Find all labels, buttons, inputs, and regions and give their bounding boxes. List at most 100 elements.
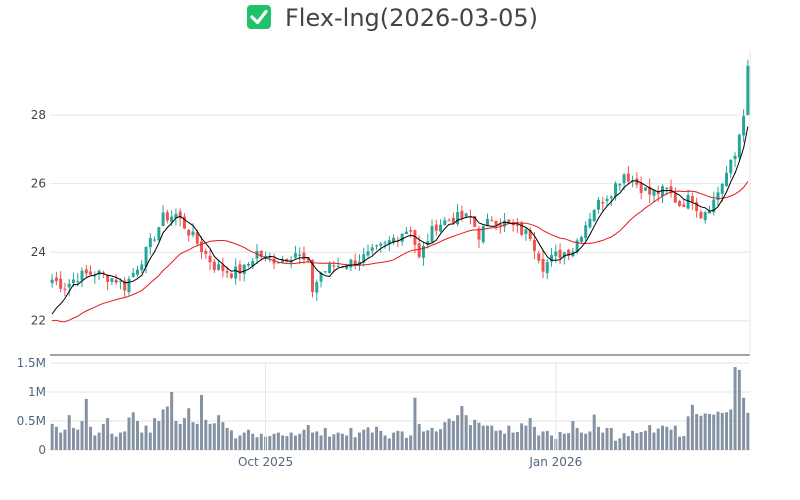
- volume-bar: [737, 369, 741, 450]
- volume-bar: [76, 429, 80, 450]
- volume-bar: [699, 415, 703, 450]
- candle-body: [690, 196, 694, 203]
- candle-body: [652, 190, 656, 196]
- candle: [217, 259, 221, 271]
- candle: [725, 165, 729, 187]
- candle-body: [494, 220, 498, 226]
- candle: [383, 240, 387, 249]
- volume-bar: [571, 421, 575, 450]
- candle-body: [703, 212, 707, 221]
- candle-body: [212, 261, 216, 271]
- candle-body: [63, 288, 67, 290]
- candle: [682, 198, 686, 208]
- volume-bar: [225, 427, 229, 450]
- candle-body: [665, 187, 669, 189]
- volume-bar: [550, 435, 554, 450]
- candle-body: [439, 224, 443, 232]
- candle-body: [306, 257, 310, 261]
- volume-bar: [622, 433, 626, 450]
- volume-bar: [716, 411, 720, 450]
- candle: [123, 277, 127, 298]
- volume-bar: [110, 433, 114, 450]
- candle: [614, 181, 618, 201]
- candle-body: [259, 250, 263, 257]
- candle-body: [332, 265, 336, 267]
- volume-bar: [439, 429, 443, 450]
- candle-body: [643, 187, 647, 191]
- candle-body: [118, 280, 122, 282]
- candle-body: [187, 230, 191, 236]
- candle-body: [174, 213, 178, 218]
- volume-bar: [289, 432, 293, 450]
- candle-body: [477, 228, 481, 240]
- candle-body: [298, 254, 302, 256]
- candle: [703, 210, 707, 224]
- volume-bar: [720, 412, 724, 450]
- candle: [379, 241, 383, 253]
- candle-body: [596, 199, 600, 210]
- candle-body: [276, 262, 280, 264]
- candle: [251, 258, 255, 270]
- candle: [451, 212, 455, 225]
- candle: [144, 246, 148, 274]
- volume-bar: [396, 430, 400, 450]
- candle-body: [742, 116, 746, 136]
- volume-bar: [298, 433, 302, 450]
- candle: [362, 247, 366, 267]
- volume-bar: [481, 425, 485, 450]
- volume-bar: [306, 425, 310, 450]
- candle-body: [353, 260, 357, 266]
- volume-bar: [392, 432, 396, 450]
- candle: [443, 217, 447, 226]
- ma-long-line: [52, 181, 749, 323]
- volume-bar: [601, 432, 605, 450]
- candle-body: [609, 196, 613, 199]
- candle-body: [195, 232, 199, 244]
- candle-body: [550, 255, 554, 262]
- candle: [537, 250, 541, 264]
- candle-body: [319, 272, 323, 282]
- candle: [238, 260, 242, 282]
- volume-bar: [127, 417, 131, 450]
- candle-body: [413, 230, 417, 245]
- volume-bar: [161, 409, 165, 450]
- candle: [639, 176, 643, 200]
- price-panel: 22 24 26 28: [31, 59, 750, 328]
- candle: [430, 219, 434, 244]
- candle: [84, 265, 88, 278]
- candle: [182, 213, 186, 230]
- volume-bar: [319, 435, 323, 450]
- candle-body: [229, 273, 233, 278]
- volume-bar: [340, 433, 344, 450]
- candle-body: [584, 225, 588, 239]
- volume-bar: [101, 423, 105, 450]
- volume-bar: [443, 422, 447, 450]
- candle-body: [387, 240, 391, 245]
- candle-body: [498, 224, 502, 226]
- candle-body: [182, 216, 186, 229]
- volume-bar: [293, 435, 297, 450]
- volume-bar: [656, 428, 660, 450]
- candle-body: [89, 271, 93, 275]
- volume-bar: [592, 414, 596, 450]
- candle-body: [592, 210, 596, 222]
- volume-bar: [639, 432, 643, 450]
- volume-bar: [729, 409, 733, 450]
- volume-bar: [336, 432, 340, 450]
- candle-body: [720, 183, 724, 194]
- candle-body: [315, 282, 319, 293]
- candle: [357, 254, 361, 271]
- candle-body: [59, 278, 63, 289]
- volume-bar: [575, 427, 579, 450]
- candle: [285, 258, 289, 263]
- candle-body: [302, 252, 306, 260]
- candle: [131, 268, 135, 278]
- candle-body: [695, 202, 699, 212]
- candle: [400, 233, 404, 246]
- candle-body: [140, 264, 144, 271]
- candle: [140, 260, 144, 274]
- volume-bar: [114, 436, 118, 450]
- candle: [511, 218, 515, 232]
- candle: [208, 249, 212, 271]
- volume-bar: [97, 432, 101, 450]
